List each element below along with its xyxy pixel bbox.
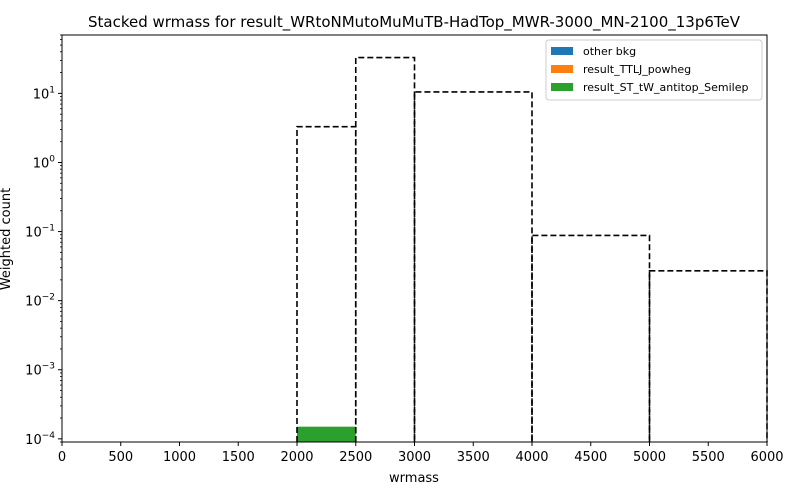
x-tick-label-4: 2000 [280, 450, 313, 465]
x-tick-label-2: 1000 [163, 450, 196, 465]
chart-title: Stacked wrmass for result_WRtoNMutoMuMuT… [88, 13, 741, 32]
x-tick-label-11: 5500 [692, 450, 725, 465]
x-axis-label: wrmass [389, 471, 439, 486]
legend-label-1: result_TTLJ_powheg [583, 63, 691, 76]
x-tick-label-9: 4500 [574, 450, 607, 465]
x-tick-label-12: 6000 [750, 450, 783, 465]
x-tick-label-5: 2500 [339, 450, 372, 465]
legend: other bkg result_TTLJ_powheg result_ST_tW_… [545, 39, 763, 101]
x-tick-label-1: 500 [108, 450, 133, 465]
x-tick-label-7: 3500 [457, 450, 490, 465]
signal-histogram [296, 56, 768, 442]
plot-area [297, 426, 356, 442]
legend-swatch-1 [551, 65, 573, 73]
y-axis-label: Weighted count [0, 188, 14, 290]
legend-swatch-2 [551, 83, 573, 91]
legend-label-2: result_ST_tW_antitop_Semilep [583, 81, 748, 94]
x-tick-label-8: 4000 [515, 450, 548, 465]
x-tick-label-3: 1500 [222, 450, 255, 465]
x-tick-label-6: 3000 [398, 450, 431, 465]
bar-2-0 [297, 426, 356, 442]
x-tick-label-10: 5000 [633, 450, 666, 465]
legend-label-0: other bkg [583, 45, 636, 58]
legend-swatch-0 [551, 47, 573, 55]
x-tick-label-0: 0 [58, 450, 66, 465]
legend-box [545, 39, 763, 101]
